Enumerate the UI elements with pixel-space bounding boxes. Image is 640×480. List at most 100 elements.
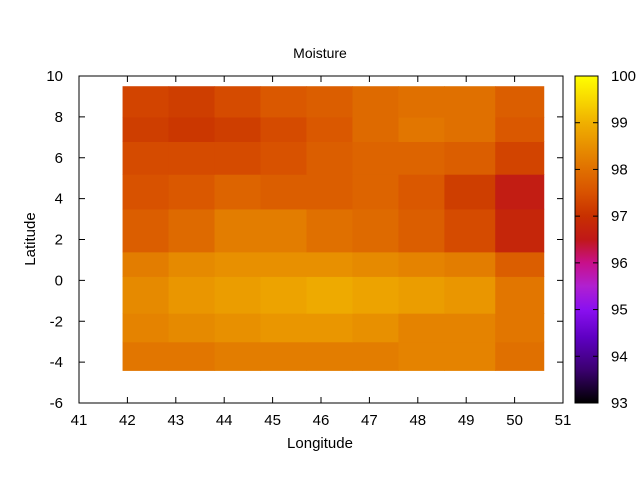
heatmap-cell [306,341,354,371]
heatmap-cell [306,86,354,118]
heatmap-cell [495,276,545,314]
x-tick-label: 44 [216,412,233,429]
colorbar-tick-label: 98 [611,161,628,178]
chart-title: Moisture [293,45,347,61]
heatmap-cell [122,141,170,175]
x-tick-label: 45 [264,412,281,429]
heatmap-cell [122,276,170,314]
heatmap-cell [306,174,354,210]
colorbar-gradient [575,76,598,403]
heatmap-cell [306,313,354,343]
y-tick-label: 0 [55,272,63,289]
heatmap-cell [168,141,216,175]
heatmap-cell [352,276,400,314]
heatmap-cell [352,86,400,118]
x-tick-label: 42 [119,412,136,429]
heatmap-cell [398,276,446,314]
y-axis-label: Latitude [22,212,39,265]
heatmap-cell [398,251,446,277]
x-tick-label: 48 [409,412,426,429]
heatmap-cell [122,116,170,142]
heatmap-cell [122,341,170,371]
colorbar-tick-label: 100 [611,68,636,85]
x-tick-label: 49 [458,412,475,429]
colorbar-tick-label: 99 [611,115,628,132]
heatmap-cell [306,116,354,142]
heatmap-cell [495,86,545,118]
heatmap-cell [306,251,354,277]
heatmap-cell [122,174,170,210]
colorbar-frame [574,75,599,404]
heatmap-cell [214,276,262,314]
heatmap-cell [168,116,216,142]
heatmap-cell [444,116,496,142]
heatmap-cell [168,86,216,118]
heatmap-cell [260,251,308,277]
heatmap-cell [398,141,446,175]
x-axis-label: Longitude [287,435,353,452]
heatmap-cell [168,276,216,314]
x-tick-label: 41 [71,412,88,429]
colorbar-tick-label: 93 [611,395,628,412]
y-tick-label: 2 [55,232,63,249]
heatmap-cell [168,341,216,371]
heatmap-cell [352,141,400,175]
heatmap-cell [495,116,545,142]
heatmap-cell [214,141,262,175]
heatmap-cell [495,141,545,175]
heatmap-cell [495,341,545,371]
heatmap-cell [168,313,216,343]
heatmap-cell [306,208,354,253]
heatmap-cell [444,276,496,314]
heatmap-cell [352,313,400,343]
y-tick-label: -6 [50,395,63,412]
heatmap-cell [444,208,496,253]
y-tick-label: 6 [55,150,63,167]
heatmap-cell [398,116,446,142]
heatmap-cell [214,208,262,253]
heatmap-cell [214,341,262,371]
colorbar-tick-label: 94 [611,348,628,365]
heatmap-cell [260,313,308,343]
heatmap-cell [444,174,496,210]
heatmap-cell [168,174,216,210]
heatmap-cell [260,86,308,118]
heatmap-cell [495,313,545,343]
y-tick-label: 10 [46,68,63,85]
heatmap-cell [214,174,262,210]
heatmap-cell [398,313,446,343]
y-tick-label: -4 [50,354,63,371]
y-tick-label: 8 [55,109,63,126]
heatmap-cell [122,313,170,343]
x-tick-label: 46 [313,412,330,429]
x-tick-label: 50 [506,412,523,429]
heatmap-cell [122,208,170,253]
heatmap-cell [122,251,170,277]
heatmap-cell [444,141,496,175]
y-tick-label: 4 [55,191,63,208]
x-tick-label: 47 [361,412,378,429]
heatmap-cell [260,174,308,210]
heatmap-cell [168,208,216,253]
heatmap-cell [352,251,400,277]
y-tick-label: -2 [50,313,63,330]
heatmap-cell [260,116,308,142]
heatmap-cell [495,174,545,210]
heatmap-cell [214,116,262,142]
heatmap-cell [398,341,446,371]
heatmap-cell [444,313,496,343]
heatmap-cell [495,251,545,277]
heatmap-cell [352,208,400,253]
colorbar-tick-label: 97 [611,208,628,225]
heatmap-cell [495,208,545,253]
colorbar-tick-label: 96 [611,255,628,272]
heatmap-cell [260,341,308,371]
heatmap-cell [214,86,262,118]
heatmap-cell [444,341,496,371]
heatmap-cell [444,251,496,277]
heatmap-cell [260,208,308,253]
heatmap-cell [260,141,308,175]
heatmap-cell [306,141,354,175]
heatmap-cell [122,86,170,118]
